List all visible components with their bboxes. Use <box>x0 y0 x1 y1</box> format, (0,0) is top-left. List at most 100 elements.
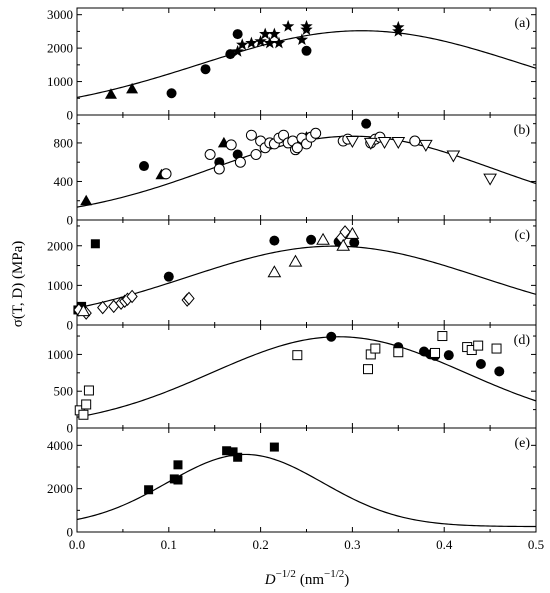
data-point <box>232 29 243 40</box>
panel-letter-a: (a) <box>514 16 530 31</box>
data-point <box>443 350 454 361</box>
data-point <box>349 237 360 248</box>
data-point <box>139 161 150 172</box>
data-point <box>306 234 317 245</box>
data-point <box>345 226 360 239</box>
fit-curve-a <box>77 30 536 99</box>
data-point <box>269 442 279 452</box>
data-point <box>231 44 244 57</box>
data-point <box>345 136 360 149</box>
y-tick-label-e: 0 <box>67 525 74 540</box>
data-point <box>292 350 303 361</box>
data-point <box>430 347 441 358</box>
data-point <box>418 139 433 152</box>
data-point <box>97 300 109 315</box>
data-point <box>76 304 91 317</box>
data-point <box>437 331 448 342</box>
y-tick-label-e: 2000 <box>47 481 73 496</box>
data-point <box>363 137 378 150</box>
data-point <box>233 452 243 462</box>
data-point <box>491 343 502 354</box>
panel-letter-d: (d) <box>514 333 531 348</box>
data-point <box>222 446 232 456</box>
x-tick-label: 0.0 <box>69 537 85 552</box>
data-point <box>494 366 505 377</box>
data-point <box>409 135 421 147</box>
y-tick-label-d: 1000 <box>47 347 73 362</box>
series-b-triangle-down-open <box>345 136 497 186</box>
data-point <box>483 173 497 186</box>
data-point <box>245 129 257 141</box>
data-point <box>268 27 281 40</box>
panel-letter-e: (e) <box>514 436 530 451</box>
data-point <box>291 142 303 154</box>
data-point <box>78 409 89 420</box>
series-e-square-filled <box>144 442 279 495</box>
x-tick-label: 0.5 <box>528 537 544 552</box>
data-point <box>250 148 262 160</box>
series-a-triangle-filled <box>104 82 139 99</box>
y-tick-label-a: 0 <box>67 108 74 123</box>
y-tick-label-e: 4000 <box>47 438 73 453</box>
y-tick-label-d: 0 <box>67 421 74 436</box>
data-point <box>269 235 280 246</box>
data-point <box>228 447 238 457</box>
x-axis-title-main: D <box>264 572 276 588</box>
data-point <box>160 168 172 180</box>
data-point <box>377 136 392 149</box>
data-point <box>200 64 211 75</box>
data-point <box>225 139 237 151</box>
x-tick-label: 0.3 <box>344 537 360 552</box>
series-d-circle-filled <box>326 331 505 377</box>
data-point <box>267 265 282 278</box>
panel-d: 0 500 1000 (d) <box>47 324 537 436</box>
data-point <box>446 150 461 163</box>
data-point <box>245 36 258 49</box>
data-point <box>234 156 246 168</box>
data-point <box>173 475 183 485</box>
data-point <box>90 239 100 249</box>
y-tick-label-c: 2000 <box>47 238 73 253</box>
x-axis-title-exponent: −1/2 <box>276 568 296 580</box>
data-point <box>126 82 139 94</box>
y-tick-label-a: 2000 <box>47 41 73 56</box>
data-point <box>295 33 309 46</box>
data-point <box>259 27 272 40</box>
panel-frame-e <box>76 427 537 533</box>
series-a-circle-filled <box>166 29 312 99</box>
x-tick-label: 0.2 <box>252 537 268 552</box>
y-tick-label-a: 3000 <box>47 7 73 22</box>
data-point <box>183 291 195 306</box>
y-tick-label-b: 400 <box>54 174 74 189</box>
data-point <box>254 34 267 47</box>
data-point <box>361 118 372 129</box>
data-point <box>272 36 286 49</box>
x-axis: 0.0 0.1 0.2 0.3 0.4 0.5 <box>69 537 544 552</box>
panel-frame-d <box>76 324 537 429</box>
x-axis-title: D−1/2 (nm−1/2) <box>264 568 350 588</box>
series-c-triangle-open <box>76 226 360 317</box>
data-point <box>77 301 87 311</box>
data-point <box>391 136 406 149</box>
data-point <box>392 24 405 37</box>
data-point <box>301 45 312 56</box>
data-point <box>370 343 381 354</box>
data-point <box>288 254 303 267</box>
panel-b: 0 400 800 (b) <box>54 114 537 228</box>
data-point <box>213 163 225 175</box>
data-point <box>80 194 93 206</box>
data-point <box>393 347 404 358</box>
data-point <box>473 340 484 351</box>
data-point <box>144 485 154 495</box>
data-point <box>336 238 351 251</box>
data-point <box>173 460 183 470</box>
data-point <box>163 271 174 282</box>
panel-a: 0 1000 2000 3000 (a) <box>47 7 537 123</box>
data-point <box>363 364 374 375</box>
data-point <box>310 127 322 139</box>
data-point <box>83 385 94 396</box>
data-point <box>300 23 313 35</box>
series-d-square-open <box>74 331 502 420</box>
y-tick-label-b: 0 <box>67 213 74 228</box>
